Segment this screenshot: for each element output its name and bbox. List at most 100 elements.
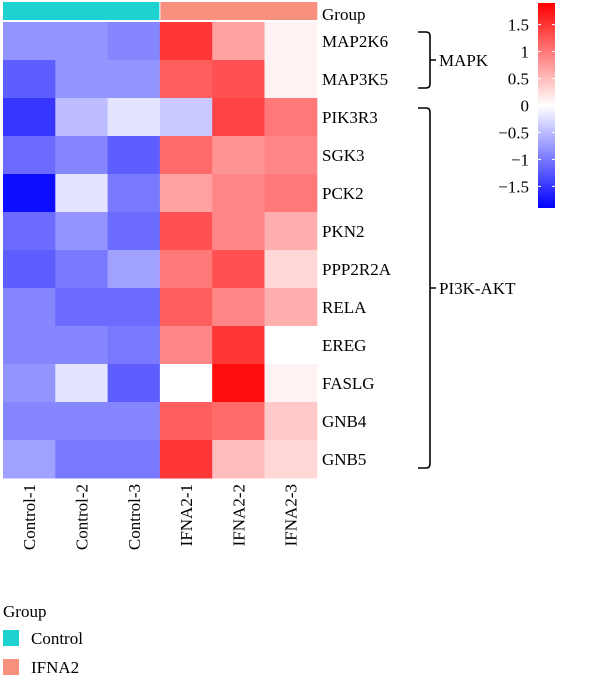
column-label-control-2: Control-2 (72, 484, 91, 550)
heatmap-cell-map2k6-control-1 (3, 22, 56, 61)
row-group-label-pi3k-akt: PI3K-AKT (439, 279, 516, 298)
annotation-cell-ifna2-3 (264, 2, 318, 20)
heatmap-cell-pkn2-control-1 (3, 212, 56, 251)
heatmap-cell-pik3r3-ifna2-2 (212, 98, 265, 137)
row-label-ereg: EREG (322, 336, 366, 355)
heatmap-cell-ppp2r2a-ifna2-1 (159, 250, 213, 289)
colorbar-tick-label: −1 (511, 150, 529, 169)
colorbar-tick-label: 1.5 (508, 16, 529, 35)
heatmap-cell-faslg-control-2 (55, 364, 109, 403)
heatmap-cell-pkn2-control-3 (107, 212, 161, 251)
annotation-cell-ifna2-1 (159, 2, 213, 20)
heatmap-cell-ereg-ifna2-1 (159, 326, 213, 365)
row-label-pik3r3: PIK3R3 (322, 108, 378, 127)
heatmap-cell-map3k5-control-2 (55, 60, 109, 99)
heatmap-cell-sgk3-control-1 (3, 136, 56, 175)
heatmap-cell-pck2-ifna2-2 (212, 174, 265, 213)
heatmap-cell-gnb5-control-3 (107, 440, 161, 479)
heatmap-cell-sgk3-ifna2-1 (159, 136, 213, 175)
heatmap-cell-ppp2r2a-ifna2-2 (212, 250, 265, 289)
legend-label-control: Control (31, 629, 83, 648)
heatmap-cell-sgk3-ifna2-3 (264, 136, 318, 175)
heatmap-cell-faslg-ifna2-3 (264, 364, 318, 403)
heatmap-cell-gnb4-control-1 (3, 402, 56, 441)
heatmap-cell-gnb4-control-2 (55, 402, 109, 441)
group-legend: Group Control IFNA2 (3, 602, 83, 677)
heatmap-cell-pik3r3-control-2 (55, 98, 109, 137)
heatmap-cell-pkn2-ifna2-2 (212, 212, 265, 251)
heatmap-cell-pkn2-ifna2-3 (264, 212, 318, 251)
row-label-gnb4: GNB4 (322, 412, 367, 431)
heatmap-cell-faslg-control-3 (107, 364, 161, 403)
colorbar-tick-label: −1.5 (498, 177, 529, 196)
row-group-label-mapk: MAPK (439, 51, 489, 70)
row-label-map3k5: MAP3K5 (322, 70, 388, 89)
heatmap-cell-gnb4-ifna2-2 (212, 402, 265, 441)
colorbar-gradient (538, 3, 555, 208)
colorbar: 1.5 1 0.5 0 −0.5 −1 −1.5 (498, 3, 555, 208)
annotation-cell-control-1 (3, 2, 56, 20)
column-label-ifna2-2: IFNA2-2 (229, 484, 248, 546)
annotation-cell-ifna2-2 (212, 2, 265, 20)
heatmap-cell-ereg-ifna2-3 (264, 326, 318, 365)
legend-swatch-ifna2 (3, 659, 19, 675)
row-label-faslg: FASLG (322, 374, 375, 393)
heatmap-cell-ereg-control-3 (107, 326, 161, 365)
row-label-pck2: PCK2 (322, 184, 364, 203)
row-label-rela: RELA (322, 298, 367, 317)
heatmap-cell-map2k6-ifna2-1 (159, 22, 213, 61)
heatmap-cell-ppp2r2a-control-3 (107, 250, 161, 289)
colorbar-tick-label: 1 (521, 43, 530, 62)
heatmap-cell-rela-control-3 (107, 288, 161, 327)
heatmap-cell-pck2-ifna2-1 (159, 174, 213, 213)
row-label-pkn2: PKN2 (322, 222, 365, 241)
heatmap-cell-gnb5-ifna2-2 (212, 440, 265, 479)
column-label-ifna2-3: IFNA2-3 (282, 484, 301, 546)
bracket-mapk (418, 31, 436, 89)
heatmap-cell-map3k5-ifna2-3 (264, 60, 318, 99)
heatmap-cell-sgk3-control-3 (107, 136, 161, 175)
heatmap-cell-map2k6-ifna2-2 (212, 22, 265, 61)
heatmap-cell-rela-control-1 (3, 288, 56, 327)
colorbar-tick-label: −0.5 (498, 123, 529, 142)
heatmap-cell-sgk3-control-2 (55, 136, 109, 175)
heatmap-cell-gnb4-control-3 (107, 402, 161, 441)
heatmap-cell-ereg-control-2 (55, 326, 109, 365)
heatmap-cells (3, 22, 318, 479)
heatmap-cell-gnb5-ifna2-1 (159, 440, 213, 479)
annotation-cell-control-2 (55, 2, 109, 20)
heatmap-cell-map3k5-ifna2-1 (159, 60, 213, 99)
heatmap-cell-map2k6-control-2 (55, 22, 109, 61)
heatmap-cell-pkn2-ifna2-1 (159, 212, 213, 251)
heatmap-cell-gnb5-control-1 (3, 440, 56, 479)
heatmap-cell-pck2-control-3 (107, 174, 161, 213)
heatmap-cell-gnb4-ifna2-1 (159, 402, 213, 441)
colorbar-tick-label: 0.5 (508, 70, 529, 89)
heatmap-cell-ppp2r2a-control-1 (3, 250, 56, 289)
heatmap-cell-map2k6-control-3 (107, 22, 161, 61)
heatmap-cell-pck2-control-2 (55, 174, 109, 213)
heatmap-cell-sgk3-ifna2-2 (212, 136, 265, 175)
colorbar-tick-label: 0 (521, 97, 530, 116)
row-labels: MAP2K6 MAP3K5 PIK3R3 SGK3 PCK2 PKN2 PPP2R2A REL… (322, 32, 392, 469)
group-annotation-bar (3, 2, 318, 20)
heatmap-cell-faslg-control-1 (3, 364, 56, 403)
heatmap-cell-faslg-ifna2-2 (212, 364, 265, 403)
heatmap-cell-pkn2-control-2 (55, 212, 109, 251)
column-label-control-3: Control-3 (125, 484, 144, 550)
column-label-control-1: Control-1 (20, 484, 39, 550)
heatmap-cell-ereg-ifna2-2 (212, 326, 265, 365)
annotation-cell-control-3 (107, 2, 161, 20)
legend-label-ifna2: IFNA2 (31, 658, 79, 677)
heatmap-cell-gnb4-ifna2-3 (264, 402, 318, 441)
heatmap-cell-pik3r3-control-3 (107, 98, 161, 137)
heatmap-cell-pck2-ifna2-3 (264, 174, 318, 213)
heatmap-cell-map3k5-control-1 (3, 60, 56, 99)
annotation-label: Group (322, 5, 365, 24)
heatmap-cell-faslg-ifna2-1 (159, 364, 213, 403)
row-label-ppp2r2a: PPP2R2A (322, 260, 392, 279)
heatmap-cell-pck2-control-1 (3, 174, 56, 213)
column-label-ifna2-1: IFNA2-1 (177, 484, 196, 546)
heatmap-cell-rela-ifna2-2 (212, 288, 265, 327)
